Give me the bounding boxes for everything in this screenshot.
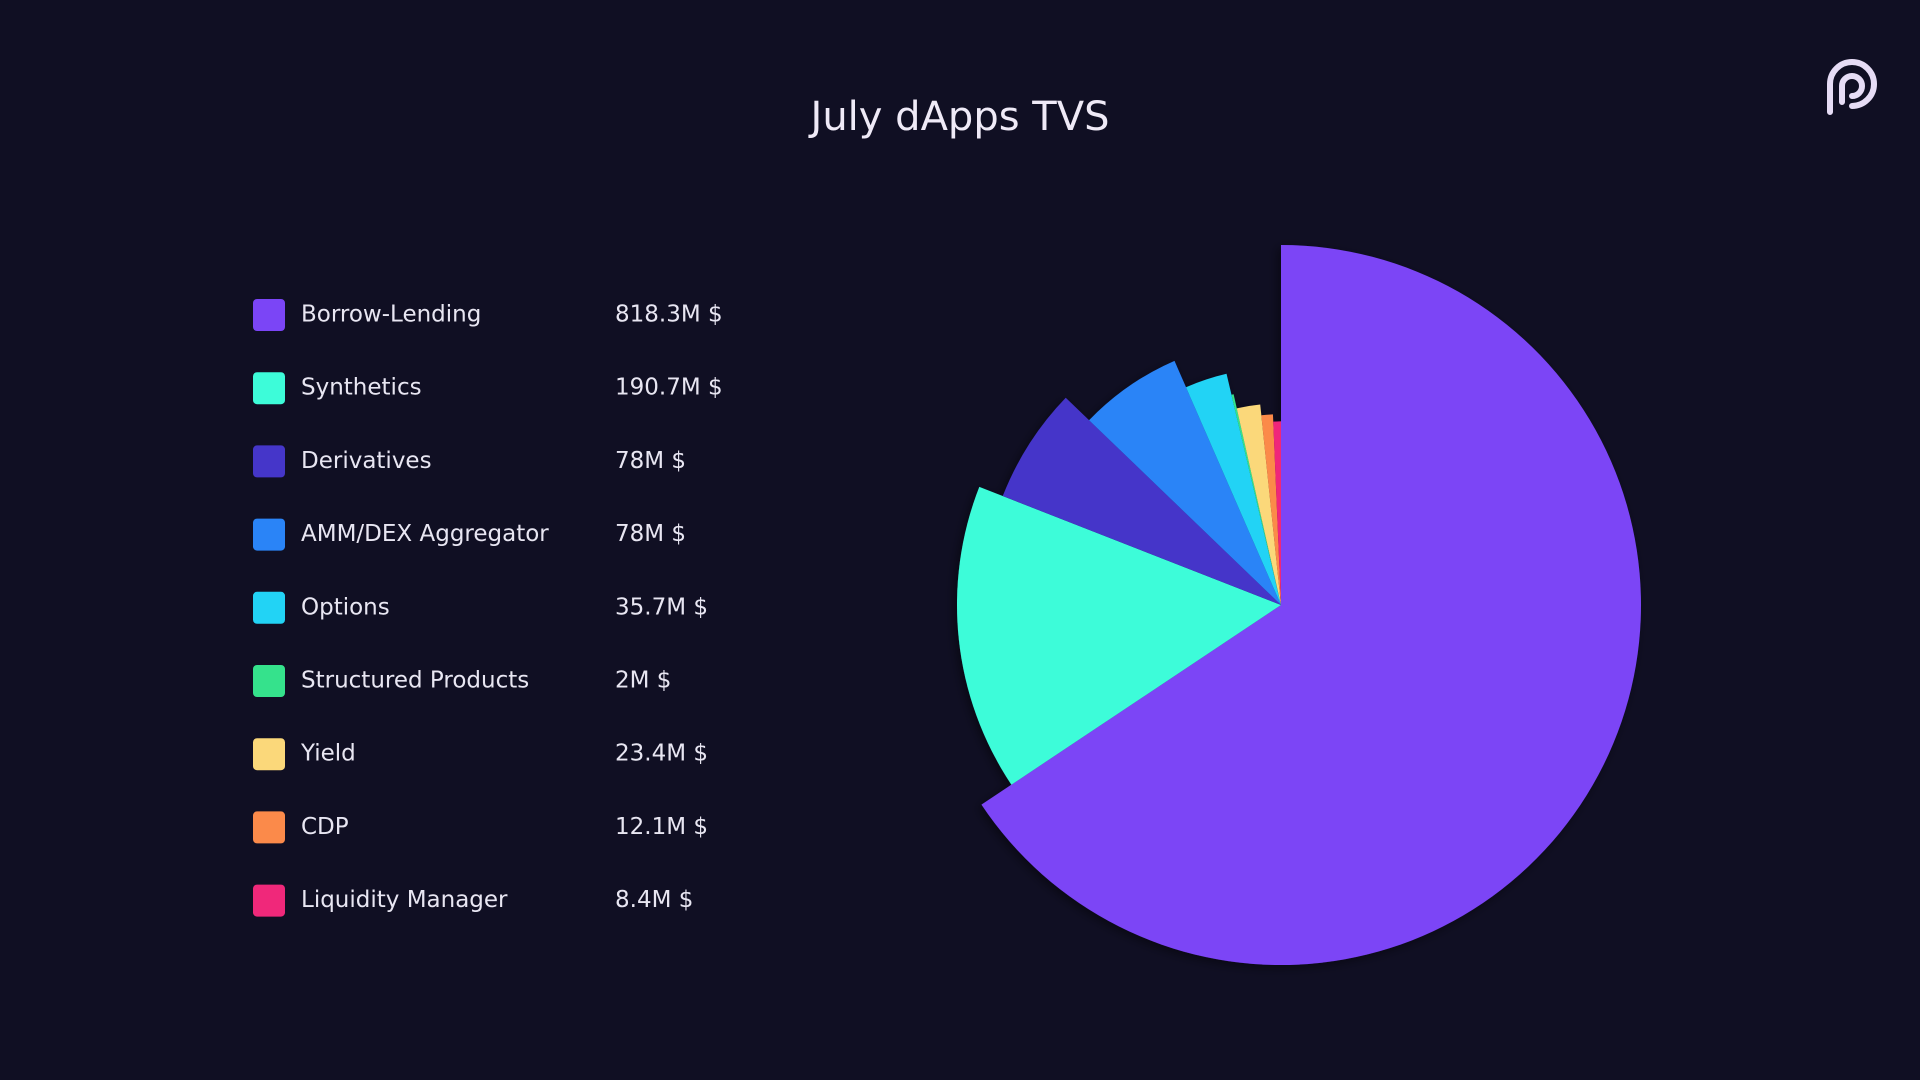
value-label: 12.1M $ — [615, 814, 708, 840]
legend-label: Borrow-Lending — [301, 302, 481, 328]
legend-swatch — [253, 738, 285, 771]
chart-title: July dApps TVS — [808, 94, 1110, 140]
value-label: 2M $ — [615, 668, 671, 694]
pie-slice — [1186, 373, 1281, 605]
legend-swatch — [253, 884, 285, 917]
value-label: 78M $ — [615, 448, 686, 474]
legend-swatch — [253, 591, 285, 624]
legend-swatch — [253, 372, 285, 405]
pie-slice — [981, 245, 1642, 965]
pie-slice — [957, 486, 1281, 785]
logo — [1827, 59, 1877, 115]
legend-swatch — [253, 299, 285, 331]
value-label: 23.4M $ — [615, 741, 708, 767]
pie-slice — [1261, 414, 1281, 605]
legend-label: Structured Products — [301, 668, 529, 694]
pie — [957, 245, 1642, 965]
legend-label: Liquidity Manager — [301, 887, 508, 913]
pie-slice — [1089, 360, 1281, 605]
value-label: 8.4M $ — [615, 887, 693, 913]
pie-slice — [1236, 404, 1281, 605]
legend-swatch — [253, 811, 285, 844]
pie-slice — [1002, 397, 1281, 605]
legend-swatch — [253, 518, 285, 551]
value-label: 190.7M $ — [615, 375, 723, 401]
legend-swatch — [253, 445, 285, 478]
value-label: 818.3M $ — [615, 302, 723, 328]
pie-slice — [1273, 421, 1281, 605]
legend-swatch — [253, 665, 285, 697]
legend-label: Synthetics — [301, 375, 422, 401]
legend-label: Yield — [300, 741, 356, 767]
legend-label: AMM/DEX Aggregator — [301, 521, 549, 547]
legend: Borrow-Lending 818.3M $ Synthetics 190.7M $… — [253, 299, 723, 917]
pie-slice — [1231, 394, 1281, 605]
legend-label: Derivatives — [301, 448, 432, 474]
legend-label: CDP — [301, 814, 349, 840]
value-label: 78M $ — [615, 521, 686, 547]
legend-label: Options — [301, 594, 390, 620]
value-label: 35.7M $ — [615, 594, 708, 620]
